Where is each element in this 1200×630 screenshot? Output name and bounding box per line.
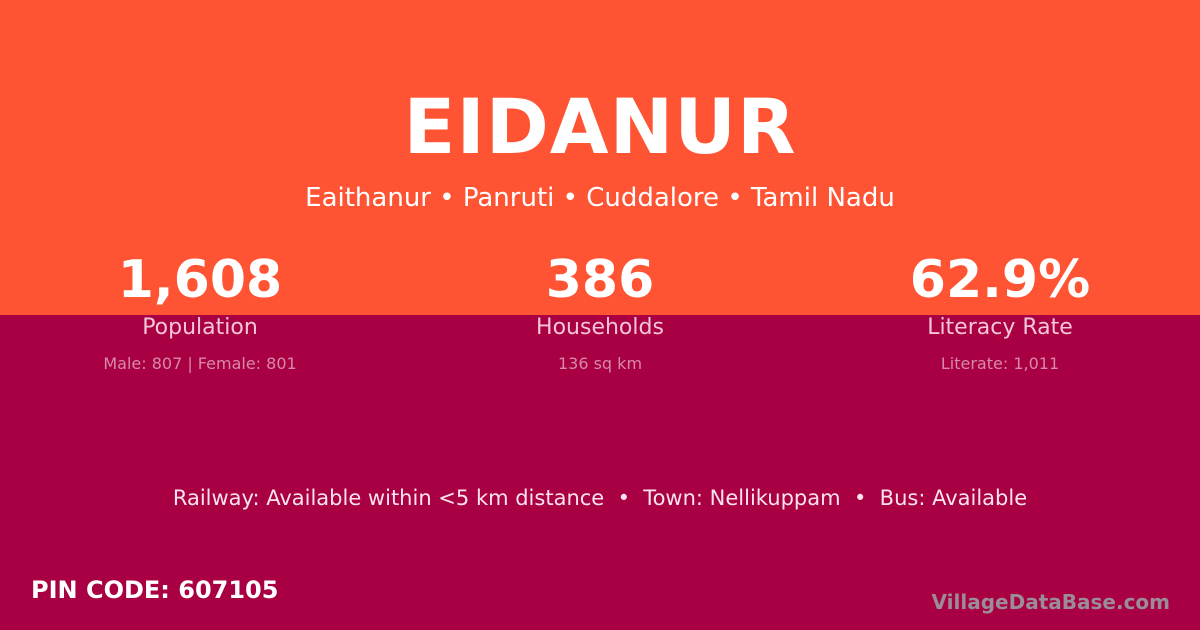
header-band xyxy=(0,0,1200,315)
stat-label: Literacy Rate xyxy=(927,315,1073,340)
pin-code: PIN CODE: 607105 xyxy=(31,576,279,604)
footer-band xyxy=(0,315,1200,630)
stat-label: Households xyxy=(536,315,664,340)
stat-value: 62.9% xyxy=(909,250,1091,310)
stat-label: Population xyxy=(142,315,258,340)
stat-detail: 136 sq km xyxy=(557,354,643,373)
stat-value: 386 xyxy=(545,250,655,310)
stat-detail: Male: 807 | Female: 801 xyxy=(103,354,297,373)
village-title: EIDANUR xyxy=(403,82,797,171)
amenities-line: Railway: Available within <5 km distance… xyxy=(172,486,1028,510)
stat-detail: Literate: 1,011 xyxy=(940,354,1060,373)
location-breadcrumb: Eaithanur • Panruti • Cuddalore • Tamil … xyxy=(305,183,895,213)
brand-logo: VillageDataBase.com xyxy=(931,590,1170,614)
stat-value: 1,608 xyxy=(117,250,283,310)
